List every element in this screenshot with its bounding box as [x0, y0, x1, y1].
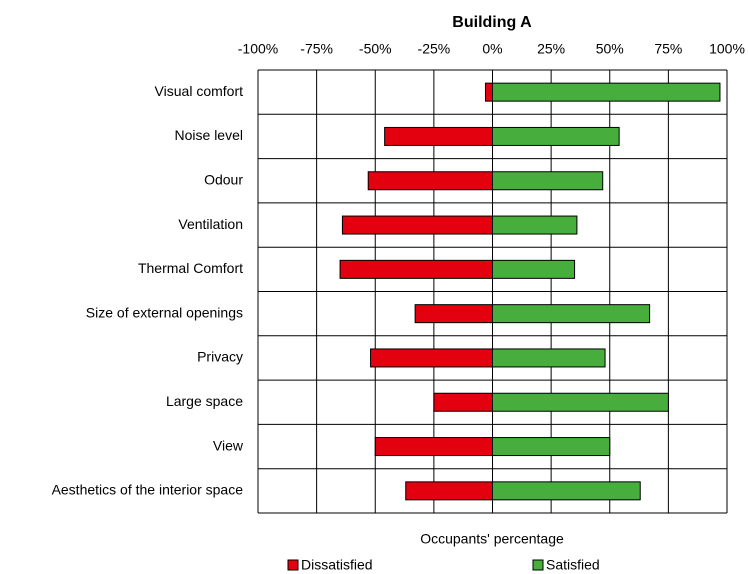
legend-swatch: [287, 559, 299, 571]
bar: [492, 259, 576, 279]
y-tick-label: Odour: [204, 171, 243, 187]
x-tick-label: 100%: [709, 41, 745, 57]
y-tick-label: Noise level: [175, 127, 243, 143]
bar: [370, 348, 493, 368]
x-tick-label: 75%: [654, 41, 682, 57]
x-tick-label: 50%: [596, 41, 624, 57]
legend-label: Satisfied: [546, 557, 600, 573]
x-tick-label: -50%: [359, 41, 392, 57]
bar: [492, 215, 578, 235]
legend-swatch: [532, 559, 544, 571]
x-tick-label: 25%: [537, 41, 565, 57]
bar: [492, 392, 669, 412]
bar: [492, 126, 620, 146]
x-tick-label: 0%: [482, 41, 502, 57]
bar: [484, 82, 493, 102]
bar: [339, 259, 494, 279]
y-tick-label: Aesthetics of the interior space: [52, 482, 244, 498]
bar: [492, 481, 641, 501]
bar: [492, 82, 721, 102]
y-tick-label: Size of external openings: [86, 304, 243, 320]
bar: [492, 437, 611, 457]
bar: [414, 304, 493, 324]
x-tick-label: -100%: [238, 41, 278, 57]
legend-label: Dissatisfied: [301, 557, 373, 573]
y-tick-label: Large space: [166, 393, 243, 409]
bar: [492, 348, 606, 368]
y-tick-label: Visual comfort: [155, 83, 244, 99]
chart-title: Building A: [452, 14, 532, 31]
bar: [341, 215, 494, 235]
y-tick-label: View: [213, 437, 244, 453]
y-tick-label: Ventilation: [178, 216, 243, 232]
y-tick-label: Thermal Comfort: [138, 260, 243, 276]
y-tick-label: Privacy: [197, 349, 243, 365]
bar: [433, 392, 493, 412]
bar: [367, 171, 493, 191]
bar: [374, 437, 493, 457]
x-tick-label: -75%: [300, 41, 333, 57]
bar: [384, 126, 494, 146]
bar: [492, 171, 604, 191]
bar: [492, 304, 651, 324]
bar: [405, 481, 493, 501]
x-axis-label: Occupants' percentage: [420, 531, 564, 547]
x-tick-label: -25%: [418, 41, 451, 57]
